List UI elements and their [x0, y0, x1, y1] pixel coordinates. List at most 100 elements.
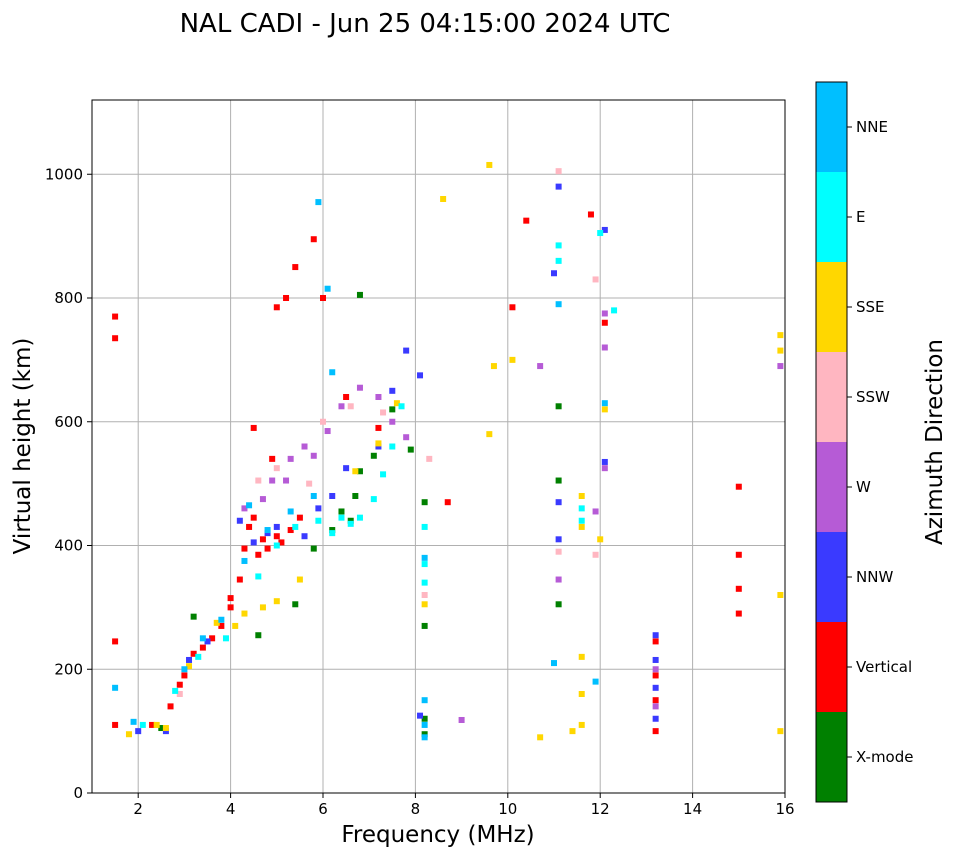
data-point-x-mode	[421, 499, 428, 506]
data-point-nnw	[417, 372, 424, 379]
data-point-ssw	[421, 592, 428, 598]
y-tick-label: 600	[54, 413, 83, 431]
data-point-nnw	[652, 632, 659, 639]
data-point-nne	[555, 301, 562, 308]
x-tick-label: 4	[226, 800, 236, 818]
data-point-nnw	[315, 505, 322, 512]
data-point-nne	[112, 684, 119, 691]
x-tick-label: 6	[318, 800, 328, 818]
data-point-sse	[486, 161, 493, 168]
data-point-vertical	[199, 644, 206, 651]
data-point-e	[172, 687, 179, 694]
data-point-sse	[186, 663, 193, 670]
data-point-sse	[569, 728, 576, 735]
data-point-vertical	[176, 681, 183, 688]
data-point-vertical	[296, 514, 303, 521]
colorbar-tick-label: X-mode	[856, 748, 913, 766]
data-point-nne	[199, 635, 206, 642]
data-point-w	[269, 477, 276, 484]
data-point-x-mode	[292, 601, 299, 608]
x-tick-label: 8	[411, 800, 421, 818]
data-point-vertical	[509, 304, 516, 311]
data-point-nnw	[343, 465, 350, 472]
data-point-e	[398, 403, 405, 410]
data-point-sse	[421, 601, 428, 608]
data-point-nnw	[652, 684, 659, 691]
data-point-x-mode	[555, 477, 562, 484]
data-point-w	[310, 452, 317, 459]
data-point-vertical	[190, 650, 197, 657]
colorbar-segment	[816, 352, 847, 442]
colorbar-segment	[816, 442, 847, 532]
data-point-nne	[421, 697, 428, 704]
data-point-nne	[421, 734, 428, 741]
plot-frame	[91, 99, 786, 794]
data-point-vertical	[283, 295, 290, 301]
data-point-w	[458, 716, 465, 723]
data-point-x-mode	[158, 725, 165, 732]
data-point-e	[139, 721, 146, 728]
data-point-vertical	[587, 211, 594, 218]
data-point-w	[287, 455, 294, 462]
colorbar-segment	[816, 532, 847, 622]
data-point-sse	[777, 332, 784, 339]
data-point-ssw	[592, 276, 599, 283]
x-tick-label: 12	[591, 800, 610, 818]
data-point-w	[592, 508, 599, 515]
data-point-e	[329, 530, 336, 537]
data-point-nnw	[273, 523, 280, 530]
data-point-ssw	[306, 480, 313, 487]
data-point-nnw	[375, 443, 382, 450]
colorbar-tick-label: W	[856, 478, 871, 496]
data-point-vertical	[209, 635, 216, 642]
data-point-vertical	[236, 576, 243, 583]
data-point-sse	[597, 536, 604, 543]
data-point-x-mode	[347, 517, 354, 524]
data-point-x-mode	[421, 731, 428, 738]
data-point-nne	[264, 527, 271, 534]
data-point-vertical	[601, 319, 608, 326]
data-point-vertical	[255, 551, 262, 558]
data-point-nnw	[403, 347, 410, 354]
data-point-e	[347, 520, 354, 527]
data-point-nne	[310, 493, 317, 499]
data-point-nne	[421, 554, 428, 561]
data-point-ssw	[426, 455, 433, 462]
data-point-vertical	[310, 236, 317, 243]
data-point-ssw	[273, 465, 280, 472]
data-point-sse	[375, 440, 382, 447]
data-point-nnw	[236, 517, 243, 524]
colorbar-label: Azimuth Direction	[922, 339, 948, 545]
data-point-nnw	[162, 728, 169, 735]
data-point-e	[338, 514, 345, 521]
data-point-e	[555, 242, 562, 249]
x-tick-label: 16	[775, 800, 794, 818]
x-axis-label: Frequency (MHz)	[341, 822, 534, 848]
colorbar: X-mode Vertical NNW W SSW SSE E NNE	[815, 81, 913, 803]
data-point-vertical	[227, 595, 234, 602]
data-point-vertical	[227, 604, 234, 611]
data-point-sse	[490, 363, 497, 370]
data-point-vertical	[112, 638, 119, 645]
data-point-w	[283, 477, 290, 484]
data-point-x-mode	[190, 613, 197, 620]
y-axis-label: Virtual height (km)	[10, 338, 36, 555]
y-axis: 0 200 400 600 800 1000	[45, 165, 92, 802]
data-point-x-mode	[310, 545, 317, 552]
data-point-vertical	[652, 638, 659, 645]
data-point-w	[301, 443, 308, 450]
data-point-vertical	[287, 527, 294, 534]
data-point-sse	[601, 406, 608, 413]
data-point-vertical	[269, 455, 276, 462]
data-point-sse	[232, 622, 239, 629]
data-point-sse	[777, 592, 784, 598]
data-point-e	[273, 542, 280, 549]
data-point-vertical	[250, 424, 257, 431]
data-point-e	[195, 653, 202, 660]
data-point-w	[241, 505, 248, 512]
colorbar-segment	[816, 622, 847, 712]
data-point-sse	[296, 576, 303, 583]
data-point-e	[578, 505, 585, 512]
data-point-vertical	[273, 533, 280, 540]
